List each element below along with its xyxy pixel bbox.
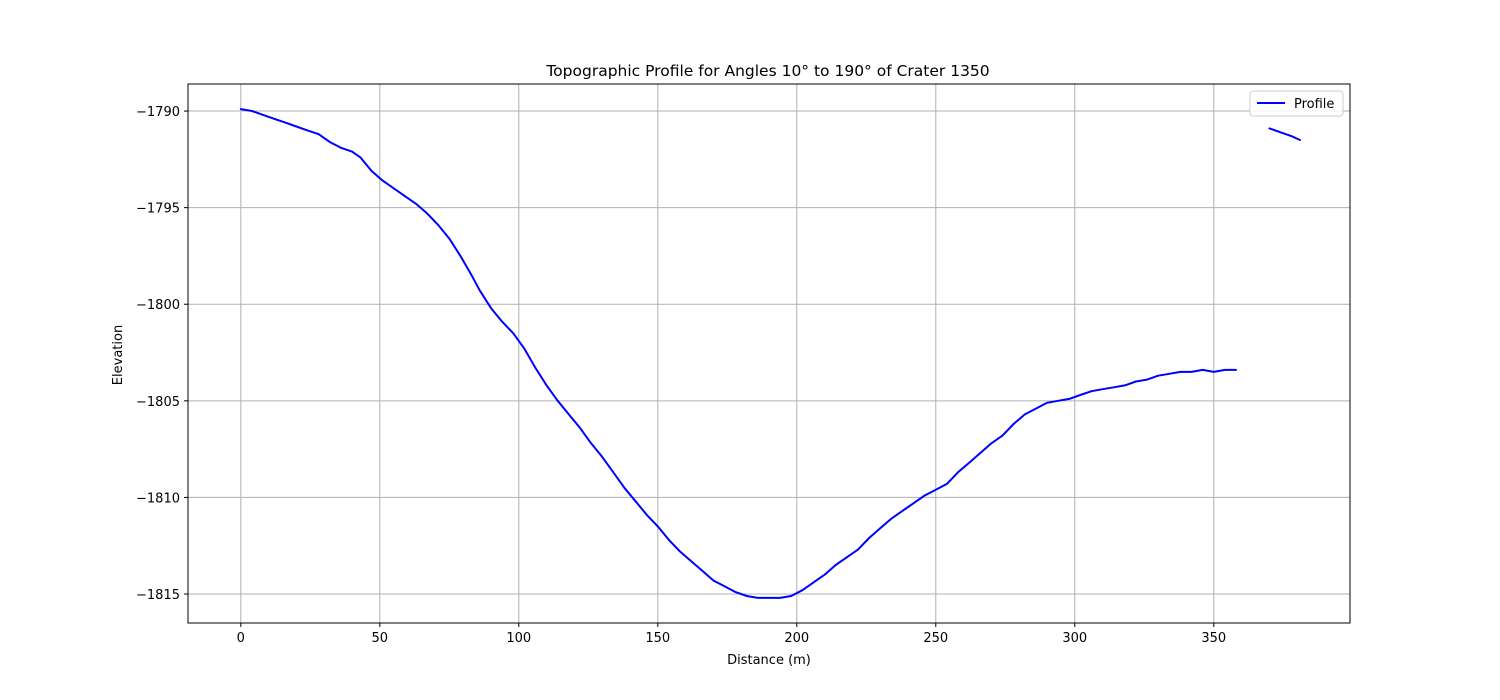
- y-tick-label: −1795: [136, 202, 180, 217]
- x-tick-label: 0: [237, 631, 245, 646]
- plot-frame: [187, 83, 1351, 624]
- y-tick-label: −1815: [136, 588, 180, 603]
- y-tick-label: −1805: [136, 395, 180, 410]
- ticks: 0 50 100 150 200 250 300 350 −1790 −1795 −1800 −180…: [136, 105, 1226, 646]
- y-tick-label: −1790: [136, 105, 180, 120]
- profile-line: [239, 108, 1237, 599]
- x-tick-label: 100: [506, 631, 531, 646]
- legend-label: Profile: [1294, 97, 1334, 112]
- profile-line: [1268, 127, 1301, 141]
- y-axis-label: Elevation: [111, 325, 126, 385]
- x-tick-label: 350: [1201, 631, 1226, 646]
- legend: Profile: [1249, 90, 1344, 117]
- x-axis-label: Distance (m): [727, 653, 811, 668]
- x-tick-label: 200: [784, 631, 809, 646]
- grid: [188, 84, 1350, 623]
- y-tick-label: −1810: [136, 491, 180, 506]
- x-tick-label: 150: [645, 631, 670, 646]
- x-tick-label: 250: [923, 631, 948, 646]
- y-tick-label: −1800: [136, 298, 180, 313]
- legend-box: [1249, 90, 1344, 117]
- series-layer: [239, 108, 1301, 599]
- x-tick-label: 300: [1062, 631, 1087, 646]
- chart-title: Topographic Profile for Angles 10° to 19…: [545, 62, 989, 80]
- x-tick-label: 50: [372, 631, 389, 646]
